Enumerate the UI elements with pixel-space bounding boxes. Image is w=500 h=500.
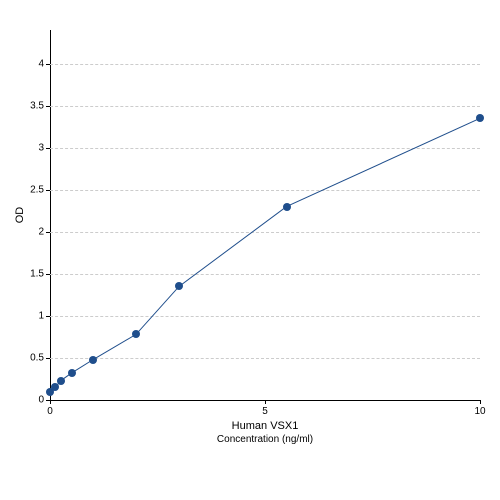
data-point [57, 377, 65, 385]
data-point [89, 356, 97, 364]
data-point [476, 114, 484, 122]
chart-container: OD Human VSX1 Concentration (ng/ml) 00.5… [0, 0, 500, 500]
data-point [283, 203, 291, 211]
data-point [68, 369, 76, 377]
data-point [132, 330, 140, 338]
data-point [51, 383, 59, 391]
series-line [0, 0, 500, 500]
data-point [175, 282, 183, 290]
